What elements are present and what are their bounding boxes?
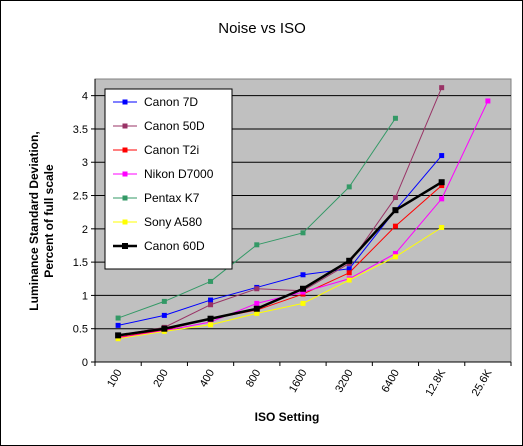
series-4-point-3 bbox=[254, 242, 260, 248]
y-tick-label-4: 2 bbox=[82, 224, 88, 236]
y-axis-label-line-2: Percent of full scale bbox=[42, 164, 56, 278]
series-1-point-7 bbox=[439, 85, 445, 91]
x-tick-label-1: 200 bbox=[151, 368, 171, 390]
series-6-point-1 bbox=[161, 325, 168, 332]
series-3-point-4 bbox=[300, 289, 306, 295]
legend-marker-2 bbox=[122, 147, 128, 153]
series-1-point-3 bbox=[254, 286, 260, 292]
series-5-point-6 bbox=[392, 254, 398, 260]
legend-box bbox=[104, 88, 233, 270]
series-line-5 bbox=[118, 227, 442, 340]
series-0-point-5 bbox=[346, 266, 352, 272]
y-axis-label: Luminance Standard Deviation, Percent of… bbox=[27, 131, 56, 310]
y-axis-ticks: 0 0.5 1 1.5 2 2.5 3 3.5 4 bbox=[73, 91, 95, 369]
series-5-point-4 bbox=[300, 300, 306, 306]
series-0-point-1 bbox=[161, 312, 167, 318]
series-6-point-4 bbox=[300, 285, 306, 292]
series-2-point-6 bbox=[392, 223, 398, 229]
series-3-point-7 bbox=[439, 196, 445, 202]
series-4-point-5 bbox=[346, 184, 352, 190]
legend-marker-0 bbox=[122, 99, 128, 105]
series-4-point-6 bbox=[392, 115, 398, 121]
legend-label-4: Pentax K7 bbox=[144, 191, 200, 205]
legend-label-6: Canon 60D bbox=[144, 239, 205, 253]
x-tick-label-0: 100 bbox=[105, 368, 125, 390]
x-tick-label-4: 1600 bbox=[287, 368, 310, 395]
legend: Canon 7D Canon 50D Canon T2i Nikon D7000 Pen… bbox=[104, 88, 233, 270]
series-4-point-1 bbox=[161, 298, 167, 304]
series-2-point-5 bbox=[346, 270, 352, 276]
series-3-point-3 bbox=[254, 300, 260, 306]
legend-marker-4 bbox=[122, 195, 128, 201]
y-tick-label-6: 3 bbox=[82, 157, 88, 169]
x-axis-label: ISO Setting bbox=[255, 410, 320, 424]
series-3-point-2 bbox=[208, 319, 214, 325]
x-axis-ticks: 100 200 400 800 1600 3200 6400 12.8K 25.6K bbox=[94, 362, 512, 398]
series-4-point-4 bbox=[300, 230, 306, 236]
series-3-point-6 bbox=[392, 250, 398, 256]
series-0-point-2 bbox=[208, 297, 214, 303]
x-tick-label-6: 6400 bbox=[379, 368, 402, 395]
y-tick-label-5: 2.5 bbox=[73, 191, 88, 203]
series-4 bbox=[115, 115, 398, 321]
series-6 bbox=[115, 179, 445, 339]
legend-marker-3 bbox=[122, 171, 128, 177]
y-tick-label-1: 0.5 bbox=[73, 324, 88, 336]
y-axis-label-line-1: Luminance Standard Deviation, bbox=[27, 131, 41, 310]
series-6-point-5 bbox=[346, 257, 353, 264]
legend-label-1: Canon 50D bbox=[144, 119, 205, 133]
x-tick-label-7: 12.8K bbox=[423, 367, 448, 398]
chart-title: Noise vs ISO bbox=[218, 20, 306, 37]
legend-marker-1 bbox=[122, 123, 128, 129]
series-3-point-8 bbox=[485, 98, 491, 104]
series-5-point-0 bbox=[115, 336, 121, 342]
y-tick-label-8: 4 bbox=[82, 91, 88, 103]
series-2-point-7 bbox=[439, 183, 445, 189]
series-5 bbox=[115, 224, 445, 342]
series-6-point-2 bbox=[207, 315, 214, 322]
series-1-point-2 bbox=[208, 302, 214, 308]
series-4-point-0 bbox=[115, 315, 121, 321]
series-line-6 bbox=[117, 181, 443, 337]
y-tick-label-2: 1 bbox=[82, 290, 88, 302]
x-tick-label-3: 800 bbox=[244, 368, 264, 390]
series-6-point-7 bbox=[438, 179, 445, 186]
x-tick-label-8: 25.6K bbox=[470, 367, 495, 398]
series-0-point-0 bbox=[115, 322, 121, 328]
legend-label-0: Canon 7D bbox=[144, 95, 198, 109]
series-1-point-6 bbox=[392, 195, 398, 201]
x-tick-label-2: 400 bbox=[198, 368, 218, 390]
y-tick-label-3: 1.5 bbox=[73, 257, 88, 269]
series-6-point-0 bbox=[115, 332, 122, 339]
y-tick-label-7: 3.5 bbox=[73, 124, 88, 136]
legend-marker-6 bbox=[122, 243, 128, 249]
series-6-point-6 bbox=[392, 207, 399, 214]
series-4-point-2 bbox=[208, 278, 214, 284]
legend-label-5: Sony A580 bbox=[144, 215, 202, 229]
series-0-point-4 bbox=[300, 272, 306, 278]
series-layer bbox=[115, 85, 491, 342]
series-6-point-3 bbox=[253, 305, 260, 312]
series-5-point-2 bbox=[208, 322, 214, 328]
x-tick-label-5: 3200 bbox=[333, 368, 356, 395]
legend-label-3: Nikon D7000 bbox=[144, 167, 214, 181]
series-0-point-7 bbox=[439, 153, 445, 159]
series-5-point-7 bbox=[439, 224, 445, 230]
series-5-point-3 bbox=[254, 310, 260, 316]
series-5-point-5 bbox=[346, 277, 352, 283]
y-tick-label-0: 0 bbox=[82, 357, 88, 369]
series-line-1 bbox=[118, 87, 443, 336]
legend-marker-5 bbox=[122, 219, 128, 225]
legend-label-2: Canon T2i bbox=[144, 143, 199, 157]
